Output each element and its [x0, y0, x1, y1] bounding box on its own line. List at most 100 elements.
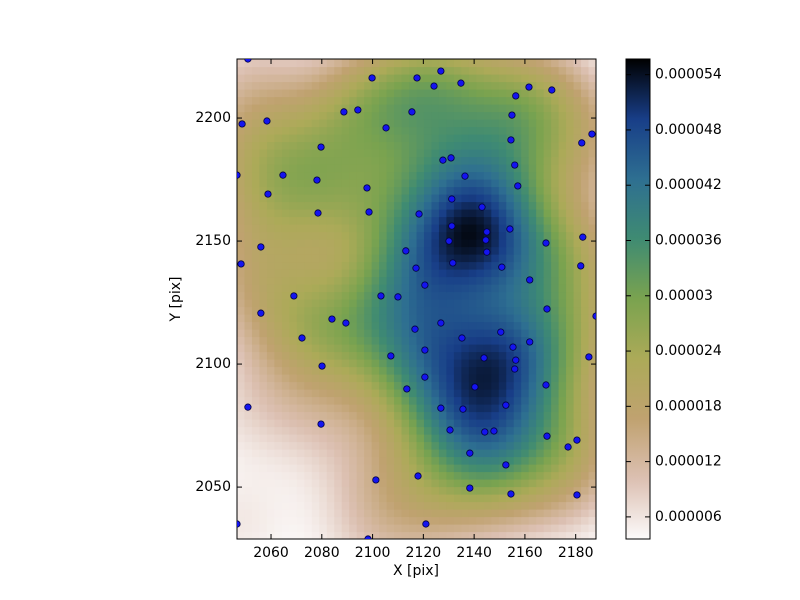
- density-cell: [281, 479, 290, 488]
- density-cell: [289, 89, 298, 98]
- density-cell: [394, 344, 403, 353]
- density-cell: [581, 171, 590, 180]
- density-cell: [551, 74, 560, 83]
- density-cell: [581, 291, 590, 300]
- density-cell: [364, 419, 373, 428]
- density-cell: [237, 246, 246, 255]
- density-cell: [386, 509, 395, 518]
- point: [237, 520, 241, 528]
- density-cell: [416, 269, 425, 278]
- density-cell: [401, 209, 410, 218]
- density-cell: [581, 254, 590, 263]
- density-cell: [431, 449, 440, 458]
- density-cell: [558, 381, 567, 390]
- density-cell: [461, 351, 470, 360]
- density-cell: [401, 434, 410, 443]
- density-cell: [521, 149, 530, 158]
- density-cell: [438, 164, 448, 173]
- density-cell: [349, 126, 358, 135]
- density-cell: [311, 531, 320, 539]
- density-cell: [409, 171, 418, 180]
- density-cell: [528, 426, 537, 435]
- density-cell: [498, 89, 507, 98]
- density-cell: [483, 261, 492, 270]
- density-cell: [581, 434, 590, 443]
- density-cell: [588, 314, 596, 323]
- density-cell: [311, 134, 320, 143]
- density-cell: [416, 119, 425, 128]
- density-cell: [266, 299, 275, 308]
- density-cell: [573, 224, 582, 233]
- density-cell: [491, 449, 500, 458]
- density-cell: [491, 171, 500, 180]
- point: [403, 385, 411, 393]
- density-cell: [453, 96, 462, 105]
- density-cell: [259, 104, 268, 113]
- density-cell: [356, 426, 365, 435]
- point: [585, 353, 593, 361]
- density-cell: [431, 209, 440, 218]
- density-cell: [506, 141, 515, 150]
- density-cell: [364, 479, 373, 488]
- density-cell: [468, 366, 477, 375]
- density-cell: [476, 119, 485, 128]
- density-cell: [364, 306, 373, 315]
- density-cell: [296, 284, 305, 293]
- density-cell: [341, 344, 350, 353]
- density-cell: [573, 164, 582, 173]
- density-cell: [296, 186, 305, 195]
- density-cell: [446, 456, 455, 465]
- density-cell: [438, 441, 448, 450]
- density-cell: [468, 426, 477, 435]
- density-cell: [364, 291, 373, 300]
- density-cell: [423, 426, 433, 435]
- density-cell: [311, 111, 320, 120]
- density-cell: [251, 149, 261, 158]
- density-cell: [237, 494, 246, 503]
- density-cell: [573, 126, 582, 135]
- density-cell: [244, 419, 253, 428]
- density-cell: [379, 239, 388, 248]
- colorbar-tick-label: 0.000024: [655, 343, 722, 359]
- density-cell: [334, 479, 343, 488]
- density-cell: [244, 201, 253, 210]
- density-cell: [521, 434, 530, 443]
- density-cell: [483, 194, 492, 203]
- density-cell: [296, 531, 305, 539]
- density-cell: [558, 471, 567, 480]
- density-cell: [416, 486, 425, 495]
- density-cell: [386, 479, 395, 488]
- density-cell: [566, 239, 575, 248]
- density-cell: [394, 111, 403, 120]
- density-cell: [274, 381, 283, 390]
- density-cell: [401, 89, 410, 98]
- density-cell: [536, 494, 545, 503]
- density-cell: [386, 419, 395, 428]
- density-cell: [259, 486, 268, 495]
- density-cell: [581, 194, 590, 203]
- density-cell: [244, 306, 253, 315]
- density-cell: [251, 276, 261, 285]
- density-cell: [543, 179, 552, 188]
- density-cell: [251, 284, 261, 293]
- density-cell: [581, 366, 590, 375]
- density-cell: [251, 111, 261, 120]
- density-cell: [491, 141, 500, 150]
- density-cell: [498, 479, 507, 488]
- density-cell: [566, 449, 575, 458]
- density-cell: [551, 201, 560, 210]
- density-cell: [513, 194, 522, 203]
- density-cell: [438, 531, 448, 539]
- density-cell: [468, 269, 477, 278]
- density-cell: [536, 516, 545, 525]
- density-cell: [289, 389, 298, 398]
- density-cell: [521, 201, 530, 210]
- density-cell: [371, 389, 380, 398]
- density-cell: [364, 464, 373, 473]
- density-cell: [446, 374, 455, 383]
- density-cell: [311, 486, 320, 495]
- density-cell: [371, 104, 380, 113]
- density-cell: [476, 374, 485, 383]
- density-cell: [304, 156, 313, 165]
- density-cell: [334, 149, 343, 158]
